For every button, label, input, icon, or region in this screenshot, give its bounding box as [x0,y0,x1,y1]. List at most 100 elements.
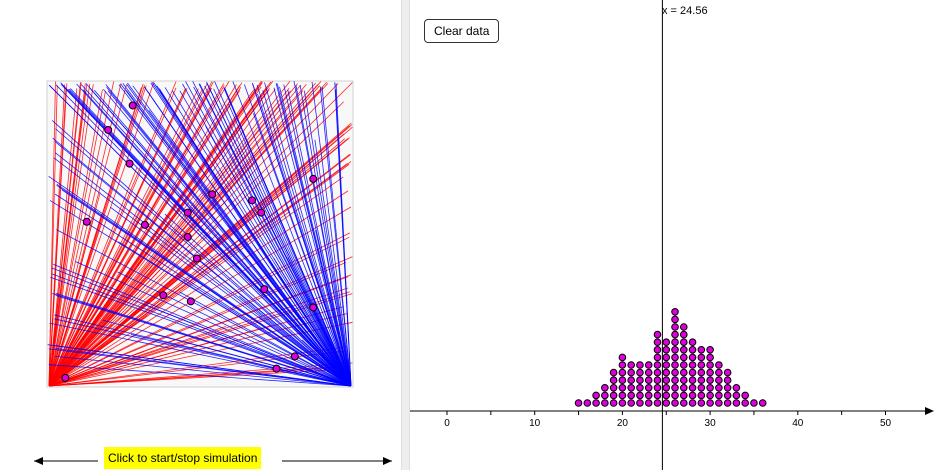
blue-segment [283,84,352,387]
data-dot [671,376,679,385]
data-dot [679,330,688,339]
data-dot [618,368,627,377]
mean-prefix: x = [662,5,681,17]
blue-segment [185,81,352,387]
data-dot [715,384,723,392]
mean-value: 24.56 [680,5,708,17]
arrow-right [282,457,392,465]
data-dot [627,368,635,377]
blue-segment [314,139,352,387]
red-segment [48,256,353,387]
data-dot [679,376,688,385]
blue-segment [49,85,352,387]
data-dot [662,346,671,354]
data-dot [662,376,671,385]
blue-segment [51,273,352,387]
random-point [208,190,217,199]
start-stop-simulation-button[interactable]: Click to start/stop simulation [104,447,262,469]
data-dot [697,376,706,385]
random-point [140,220,149,229]
data-dot [601,391,609,400]
data-dot [662,353,671,362]
data-dot [653,346,662,354]
data-dot [697,361,706,369]
blue-segment [287,90,352,387]
blue-segment [206,82,352,387]
x-tick-label: 50 [880,418,892,429]
data-dot [688,361,697,369]
data-dot [653,391,662,400]
data-dot [679,384,688,392]
data-dot [750,399,758,407]
pane-divider[interactable] [401,0,410,470]
data-dot [592,391,600,400]
data-dot [662,391,671,400]
data-dot [741,391,749,400]
red-segment [48,84,301,387]
x-tick-label: 40 [792,418,804,429]
arrow-left-head [34,457,43,465]
random-point [125,159,134,168]
red-segment [48,211,290,387]
blue-segment [334,82,352,387]
blue-segment [319,86,352,387]
data-dot [653,361,662,369]
blue-segment [85,83,352,387]
data-dot [697,399,706,407]
data-dot [706,376,714,385]
red-segment [48,82,317,387]
clear-data-button[interactable]: Clear data [424,19,500,43]
data-dot [715,368,723,377]
data-dot [644,391,653,400]
blue-segment [54,193,352,387]
mean-readout: x = 24.56 [662,5,708,17]
data-dot [671,361,679,369]
data-dot [636,399,644,407]
data-dot [644,384,653,392]
data-dot [679,323,688,331]
blue-segment [132,85,352,387]
data-dot [636,368,644,377]
data-dot [653,384,662,392]
data-dot [609,368,618,377]
data-dot [644,399,653,407]
red-segment [48,90,106,387]
random-point [272,364,281,373]
data-dot [688,338,697,347]
blue-segment [126,84,352,387]
red-segment [48,321,353,387]
blue-segment [120,83,352,387]
x-tick-label: 30 [705,418,717,429]
data-dot [653,330,662,339]
data-dot [697,384,706,392]
blue-segment [213,88,352,387]
red-segment [48,232,220,387]
data-dot [627,399,635,407]
blue-segment [53,157,352,387]
random-point [309,303,318,312]
data-dot [671,399,679,407]
data-dot [671,391,679,400]
blue-segment [82,89,352,387]
data-dot [644,376,653,385]
blue-segment [48,364,352,387]
data-dot [644,361,653,369]
data-dot [688,346,697,354]
data-dot [697,346,706,354]
blue-segment [262,90,352,387]
data-dot [609,391,618,400]
blue-segment [117,271,352,387]
x-tick-label: 10 [529,418,541,429]
blue-segment [275,83,352,387]
data-dot [583,399,592,407]
random-point [61,373,70,382]
random-point [309,174,318,183]
data-dot [609,384,618,392]
simulation-canvas [34,80,392,465]
data-dot [601,399,609,407]
random-points [61,101,318,382]
data-dot [662,384,671,392]
arrow-left [34,457,98,465]
data-dot [706,361,714,369]
blue-segment [179,90,352,387]
